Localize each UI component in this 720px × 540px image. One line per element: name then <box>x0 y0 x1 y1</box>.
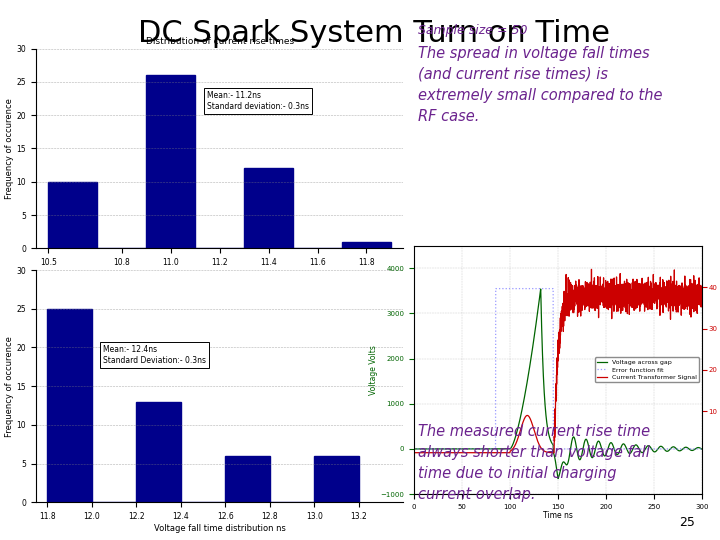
Error function fit <box>491 285 500 292</box>
Voltage across gap <box>554 475 562 482</box>
Current Transformer Signal <box>520 415 528 422</box>
Text: Mean:- 12.4ns
Standard Deviation:- 0.3ns: Mean:- 12.4ns Standard Deviation:- 0.3ns <box>103 346 206 365</box>
Voltage across gap <box>533 314 541 321</box>
Error function fit <box>661 446 670 452</box>
Y-axis label: Voltage Volts: Voltage Volts <box>369 345 377 395</box>
Bar <box>48 182 97 248</box>
Text: The spread in voltage fall times
(and current rise times) is
extremely small com: The spread in voltage fall times (and cu… <box>418 46 662 124</box>
Voltage across gap <box>520 394 528 401</box>
Text: Sample size = 50: Sample size = 50 <box>418 24 527 37</box>
Voltage across gap <box>692 445 701 451</box>
Voltage across gap <box>536 286 545 292</box>
Line: Error function fit: Error function fit <box>414 288 702 449</box>
Text: DC Spark System Turn on Time: DC Spark System Turn on Time <box>138 19 611 48</box>
Voltage across gap <box>661 447 670 454</box>
Line: Voltage across gap: Voltage across gap <box>414 289 702 478</box>
Current Transformer Signal <box>692 282 701 289</box>
Error function fit <box>410 446 418 452</box>
Bar <box>342 242 391 248</box>
Legend: Voltage across gap, Error function fit, Current Transformer Signal: Voltage across gap, Error function fit, … <box>595 357 699 382</box>
Voltage across gap <box>698 446 706 453</box>
Title: Distribution of current rise times: Distribution of current rise times <box>145 37 294 46</box>
Error function fit <box>533 285 541 292</box>
Bar <box>314 456 359 502</box>
Current Transformer Signal <box>698 291 706 298</box>
Voltage across gap <box>443 446 451 452</box>
Y-axis label: Frequency of occurence: Frequency of occurence <box>5 336 14 436</box>
Voltage across gap <box>410 446 418 452</box>
Current Transformer Signal <box>587 266 595 273</box>
Bar <box>244 168 293 248</box>
Current Transformer Signal <box>533 436 541 442</box>
Error function fit <box>521 285 529 292</box>
Current Transformer Signal <box>459 449 468 456</box>
Current Transformer Signal <box>443 449 451 456</box>
Text: 25: 25 <box>679 516 695 529</box>
Error function fit <box>698 446 706 452</box>
Line: Current Transformer Signal: Current Transformer Signal <box>414 269 702 453</box>
Bar <box>225 456 270 502</box>
Bar <box>146 75 195 248</box>
Text: The measured current rise time
always shorter than voltage fall
time due to init: The measured current rise time always sh… <box>418 424 649 502</box>
Current Transformer Signal <box>661 284 670 290</box>
Bar <box>136 402 181 502</box>
X-axis label: Distribution of voltage fall times: Distribution of voltage fall times <box>152 270 287 279</box>
X-axis label: Time ns: Time ns <box>543 511 573 520</box>
X-axis label: Voltage fall time distribution ns: Voltage fall time distribution ns <box>153 524 286 532</box>
Text: Mean:- 11.2ns
Standard deviation:- 0.3ns: Mean:- 11.2ns Standard deviation:- 0.3ns <box>207 91 310 111</box>
Current Transformer Signal <box>410 449 418 456</box>
Y-axis label: Frequency of occurence: Frequency of occurence <box>5 98 14 199</box>
Voltage across gap <box>459 446 468 452</box>
Error function fit <box>459 446 468 452</box>
Error function fit <box>443 446 451 452</box>
Bar <box>47 309 91 502</box>
Error function fit <box>692 446 701 452</box>
